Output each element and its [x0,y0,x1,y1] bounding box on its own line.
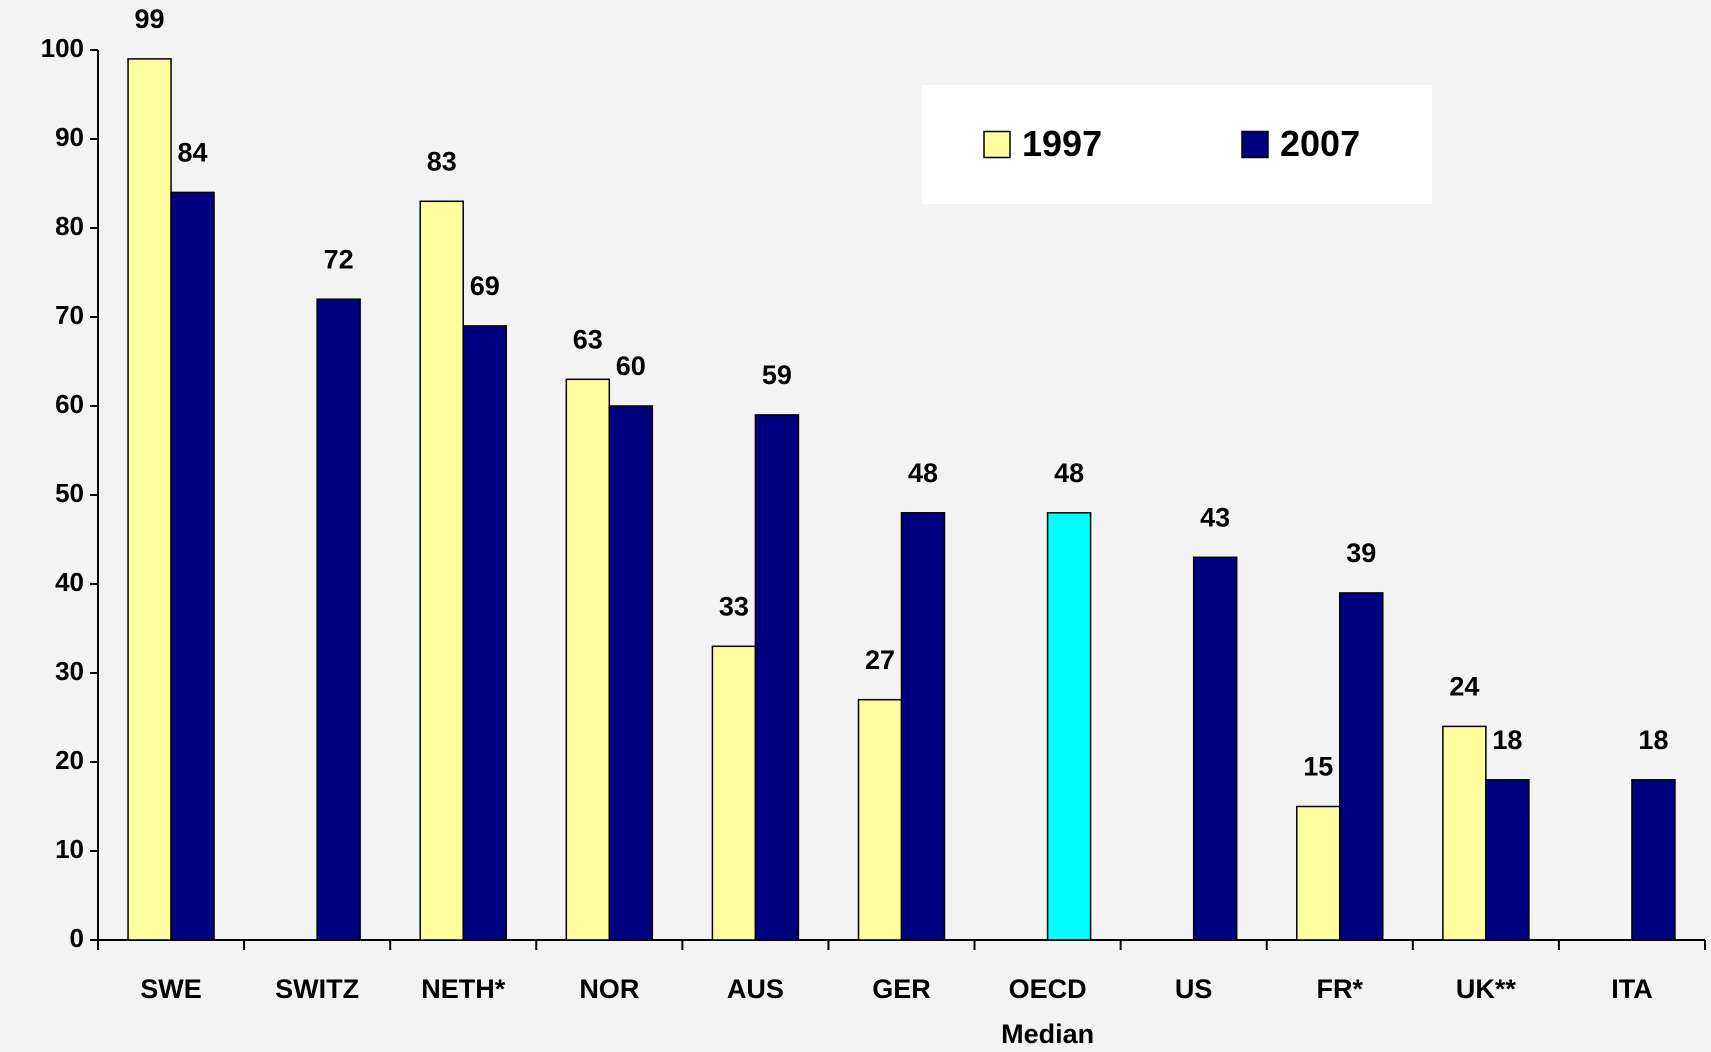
value-label: 24 [1449,672,1479,702]
y-tick-label: 0 [70,923,84,953]
bar [711,645,757,941]
x-tick-label: NETH* [421,974,505,1004]
value-label: 69 [470,271,500,301]
y-tick-label: 30 [55,656,84,686]
y-tick-label: 50 [55,478,84,508]
value-label: 43 [1200,502,1230,532]
y-tick-label: 100 [41,33,84,63]
bar [316,298,361,941]
bar [1631,779,1676,941]
y-tick-label: 80 [55,211,84,241]
value-label: 72 [324,244,354,274]
bar [1339,592,1384,941]
y-tick-label: 20 [55,745,84,775]
value-label: 27 [865,645,895,675]
value-label: 99 [135,4,165,34]
bar [608,405,654,941]
bar [170,191,215,941]
value-label: 33 [719,591,749,621]
bar [1192,556,1238,941]
y-tick-label: 70 [55,300,84,330]
x-tick-label: SWE [140,974,202,1004]
x-tick-label: NOR [579,974,639,1004]
legend-swatch [1241,130,1269,159]
x-tick-label: FR* [1317,974,1364,1004]
bar [462,325,507,941]
legend-label: 2007 [1280,123,1360,164]
y-tick-label: 90 [55,122,84,152]
bar [419,200,464,941]
bar [127,58,172,941]
value-label: 15 [1303,752,1333,782]
bar [1485,779,1530,941]
value-label: 63 [573,324,603,354]
value-label: 83 [427,146,457,176]
x-tick-label: GER [872,974,931,1004]
bar [1296,805,1341,941]
value-label: 59 [762,360,792,390]
legend-label: 1997 [1022,123,1102,164]
value-label: 48 [1054,458,1084,488]
x-tick-label: AUS [727,974,784,1004]
bar [857,698,903,941]
value-label: 84 [178,138,208,168]
bar [1046,512,1092,941]
x-tick-label: SWITZ [275,974,359,1004]
bar [900,512,946,941]
bar [565,378,611,941]
y-tick-label: 40 [55,567,84,597]
value-label: 60 [616,351,646,381]
value-label: 39 [1346,538,1376,568]
value-label: 18 [1492,725,1522,755]
value-label: 18 [1638,725,1668,755]
x-tick-label: UK** [1456,974,1517,1004]
value-label: 48 [908,458,938,488]
bar [1442,725,1487,941]
x-tick-label: US [1175,974,1213,1004]
x-tick-label: ITA [1611,974,1653,1004]
bar [754,414,800,941]
annotation: Median [1001,1019,1094,1049]
x-tick-label: OECD [1009,974,1087,1004]
legend-swatch [983,130,1011,159]
y-tick-label: 10 [55,834,84,864]
y-tick-label: 60 [55,389,84,419]
